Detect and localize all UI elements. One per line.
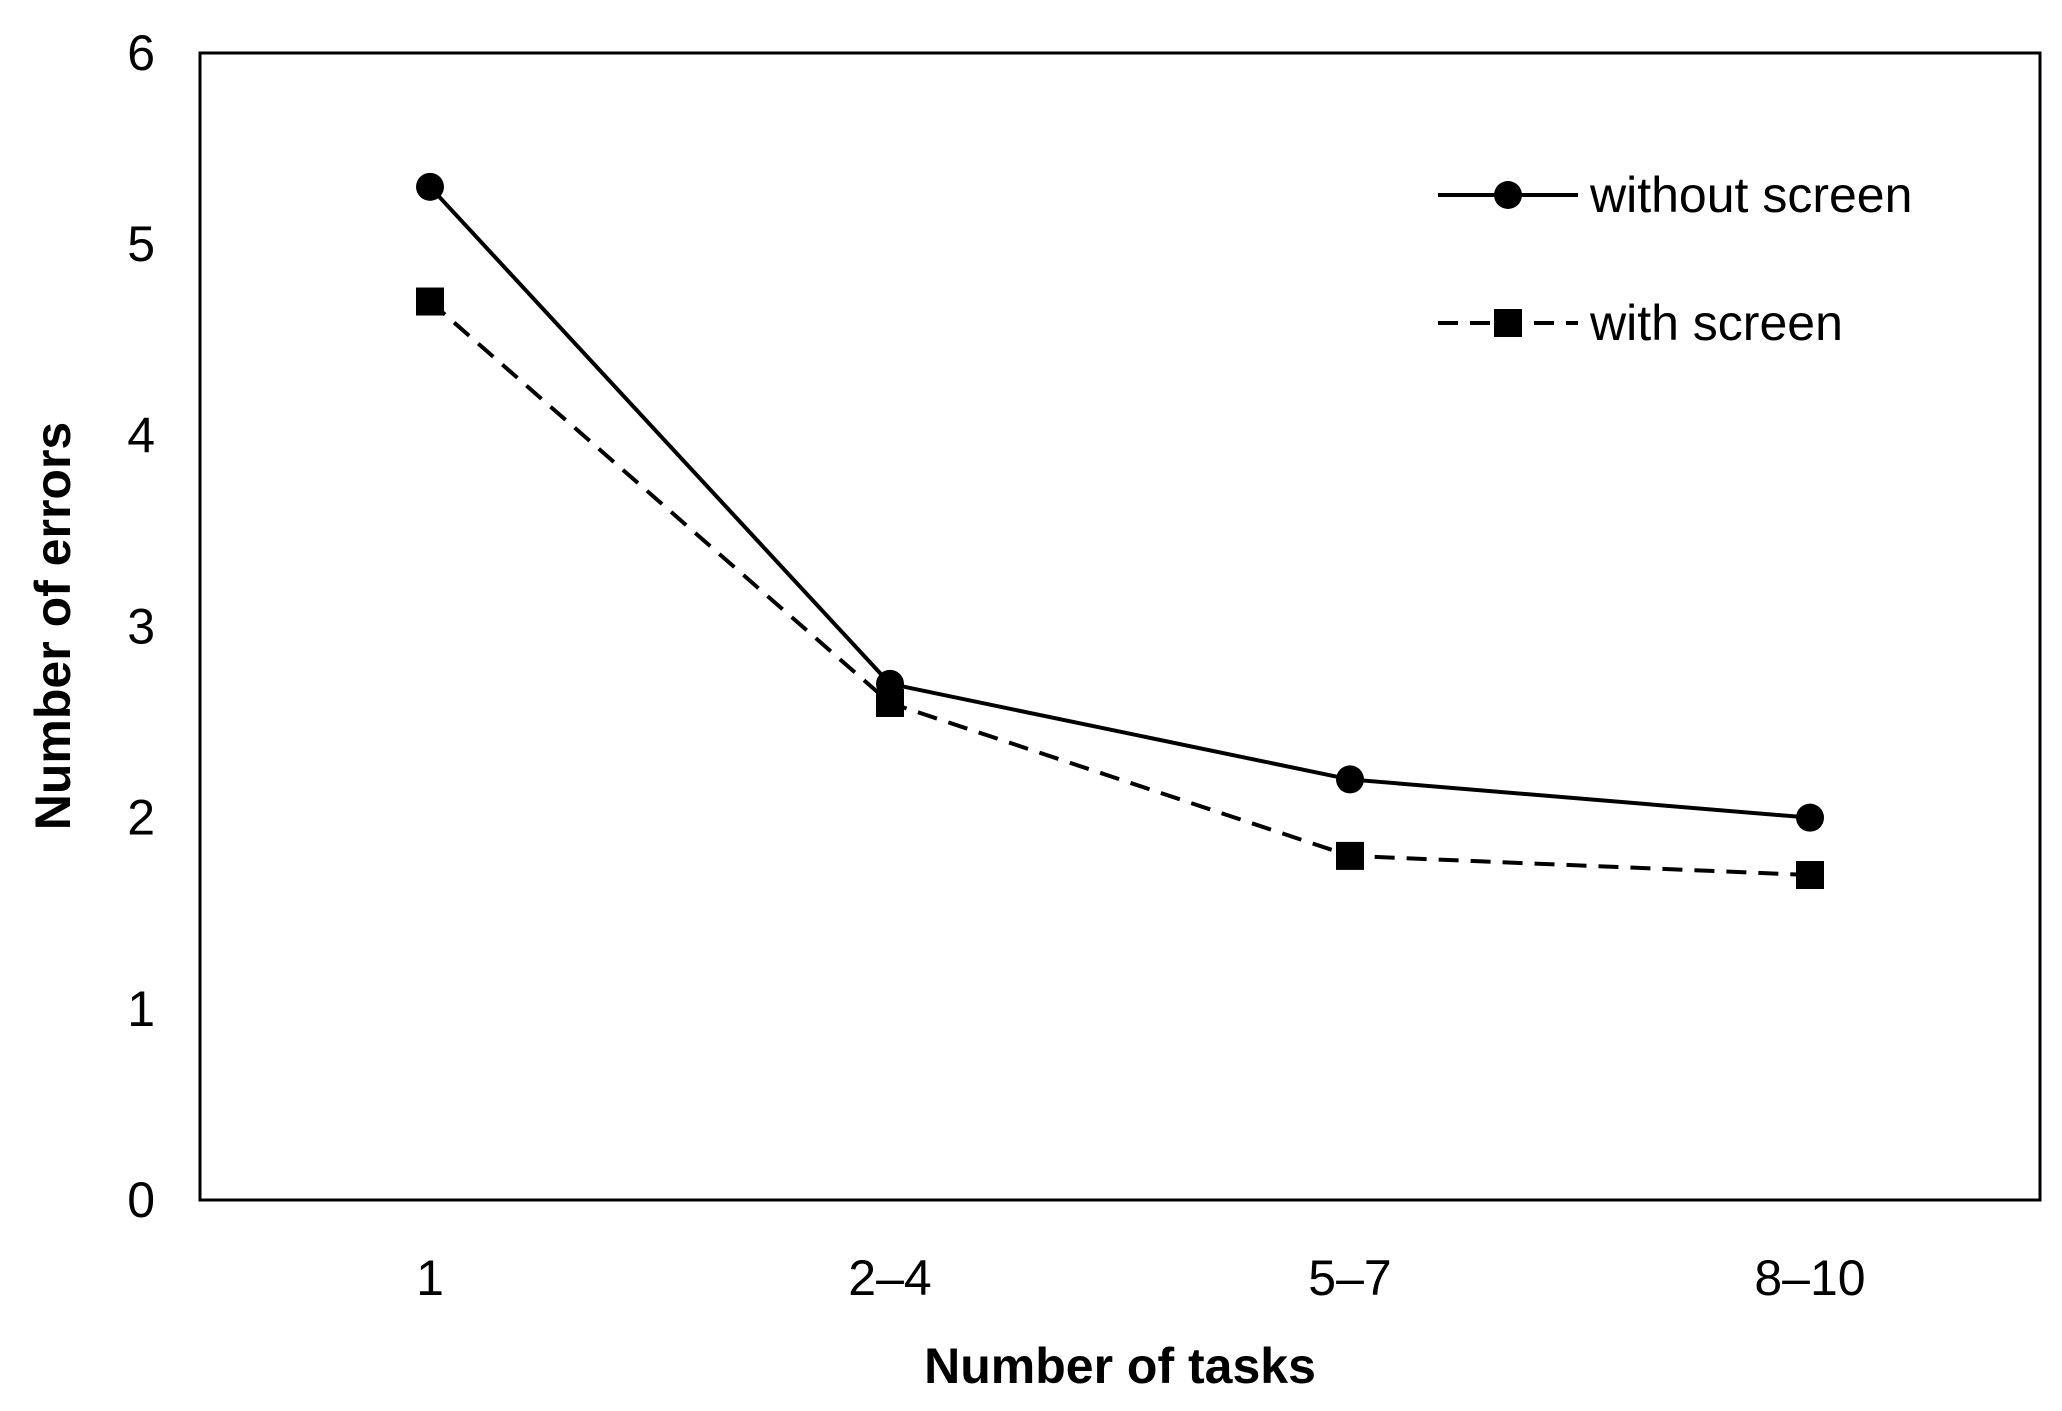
data-point-with-screen: [416, 287, 444, 316]
y-tick-label: 2: [127, 790, 155, 846]
data-point-with-screen: [1336, 841, 1364, 870]
data-point-with-screen: [876, 688, 904, 717]
y-tick-label: 0: [127, 1172, 155, 1228]
x-tick-label: 1: [416, 1250, 444, 1306]
y-tick-label: 3: [127, 599, 155, 655]
y-axis-title: Number of errors: [25, 422, 81, 830]
y-tick-label: 1: [127, 981, 155, 1037]
x-tick-label: 5–7: [1308, 1250, 1391, 1306]
y-tick-label: 5: [127, 216, 155, 272]
x-tick-label: 2–4: [848, 1250, 931, 1306]
legend-marker-with-screen: [1494, 309, 1522, 337]
y-axis-tick-labels: 0 1 2 3 4 5 6: [127, 25, 155, 1228]
series-line-without-screen: [428, 185, 1811, 820]
series-layer: [416, 172, 1824, 890]
plot-area-frame: [198, 51, 2042, 1202]
y-tick-label: 6: [127, 25, 155, 81]
x-axis-title: Number of tasks: [924, 1338, 1316, 1394]
legend-label-without-screen: without screen: [1589, 167, 1912, 223]
series-line-with-screen: [428, 300, 1811, 878]
data-point-without-screen: [1336, 765, 1364, 794]
legend-marker-without-screen: [1494, 181, 1522, 209]
data-point-without-screen: [416, 172, 444, 201]
data-point-with-screen: [1796, 861, 1824, 890]
data-point-without-screen: [1796, 803, 1824, 832]
legend: without screen with screen: [1438, 167, 1912, 351]
x-tick-label: 8–10: [1754, 1250, 1865, 1306]
y-tick-label: 4: [127, 407, 155, 463]
x-axis-tick-labels: 1 2–4 5–7 8–10: [416, 1250, 1866, 1306]
legend-label-with-screen: with screen: [1589, 295, 1843, 351]
